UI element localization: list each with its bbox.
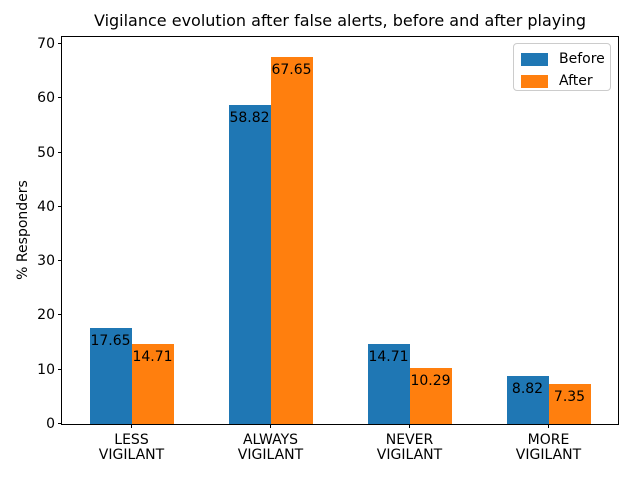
y-tick-mark (58, 43, 62, 44)
after-bar (409, 368, 452, 424)
after-bar (548, 384, 591, 424)
y-tick-label: 20 (37, 307, 55, 323)
y-tick-mark (58, 423, 62, 424)
legend-item-after: After (521, 72, 602, 90)
bar-value-label: 8.82 (511, 381, 544, 397)
x-tick-label: ALWAYS VIGILANT (237, 432, 304, 463)
y-tick-label: 40 (37, 199, 55, 215)
after-bar (131, 344, 174, 424)
before-bar (89, 328, 132, 424)
chart-title: Vigilance evolution after false alerts, … (93, 11, 587, 30)
y-tick-label: 30 (37, 253, 55, 269)
bar-value-label: 14.71 (368, 349, 409, 365)
x-tick-label: NEVER VIGILANT (376, 432, 443, 463)
before-bar (228, 105, 271, 424)
legend-label-before: Before (559, 51, 605, 67)
y-tick-label: 70 (37, 36, 55, 52)
plot-area: 0 10 20 30 40 50 60 70 LESS VIGILANT ALWAYS VIGILAN… (37, 36, 618, 463)
x-tick-label: LESS VIGILANT (98, 432, 165, 463)
legend: Before After (513, 43, 611, 91)
y-tick-label: 10 (37, 362, 55, 378)
bar-value-label: 58.82 (229, 110, 270, 126)
y-tick-mark (58, 260, 62, 261)
y-tick-label: 60 (37, 90, 55, 106)
y-tick-label: 50 (37, 145, 55, 161)
legend-item-before: Before (521, 50, 605, 68)
y-tick-mark (58, 369, 62, 370)
x-tick-mark (548, 424, 549, 428)
after-bar (270, 57, 313, 424)
bar-value-label: 17.65 (90, 333, 131, 349)
y-tick-label: 0 (46, 416, 55, 432)
bar-value-label: 10.29 (410, 373, 451, 389)
before-bar (506, 376, 549, 424)
y-tick-mark (58, 152, 62, 153)
x-tick-label: MORE VIGILANT (515, 432, 582, 463)
before-bar (367, 344, 410, 424)
legend-label-after: After (559, 73, 593, 89)
x-tick-mark (270, 424, 271, 428)
before-series-swatch (521, 52, 548, 66)
y-tick-mark (58, 314, 62, 315)
bar-value-label: 7.35 (553, 389, 586, 405)
bar-value-label: 67.65 (271, 62, 312, 78)
bar-value-label: 14.71 (132, 349, 173, 365)
x-tick-mark (409, 424, 410, 428)
y-tick-mark (58, 206, 62, 207)
after-series-swatch (521, 74, 548, 88)
y-tick-mark (58, 97, 62, 98)
x-tick-mark (131, 424, 132, 428)
